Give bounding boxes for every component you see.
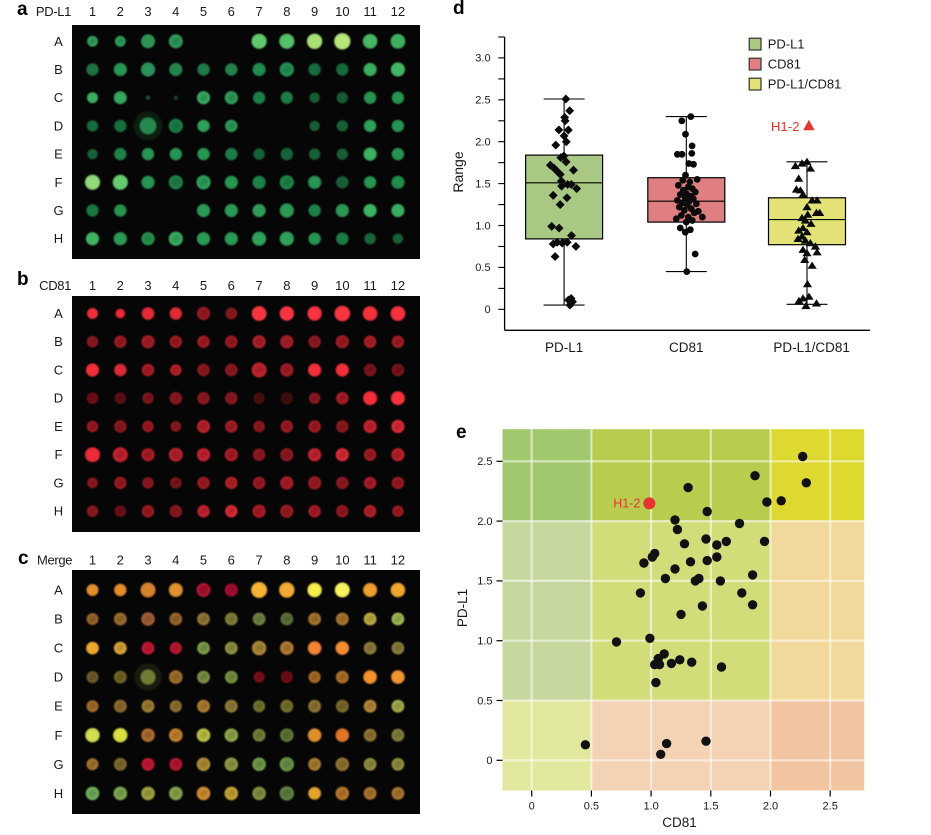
svg-text:5: 5 (200, 4, 207, 19)
svg-text:1.0: 1.0 (477, 636, 492, 648)
svg-text:6: 6 (228, 4, 235, 19)
svg-text:H1-2: H1-2 (771, 119, 800, 134)
svg-text:PD-L1: PD-L1 (455, 589, 470, 627)
svg-text:C: C (54, 90, 63, 105)
svg-text:PD-L1: PD-L1 (545, 340, 583, 355)
svg-text:3.0: 3.0 (475, 53, 490, 65)
svg-text:10: 10 (335, 553, 349, 568)
svg-text:3: 3 (144, 278, 151, 293)
svg-text:2.5: 2.5 (823, 801, 838, 813)
svg-text:H: H (54, 786, 63, 801)
svg-text:CD81: CD81 (39, 278, 71, 293)
svg-text:10: 10 (335, 278, 349, 293)
svg-text:9: 9 (311, 553, 318, 568)
svg-text:9: 9 (311, 4, 318, 19)
svg-text:0.5: 0.5 (477, 695, 492, 707)
svg-text:CD81: CD81 (768, 57, 801, 72)
svg-text:CD81: CD81 (662, 815, 697, 830)
svg-text:12: 12 (391, 4, 405, 19)
svg-text:11: 11 (363, 4, 377, 19)
svg-text:E: E (54, 699, 63, 714)
svg-text:12: 12 (391, 278, 405, 293)
svg-text:9: 9 (311, 278, 318, 293)
svg-text:2.0: 2.0 (763, 801, 778, 813)
svg-text:A: A (54, 34, 63, 49)
svg-text:6: 6 (228, 278, 235, 293)
svg-text:D: D (54, 391, 63, 406)
svg-text:E: E (54, 419, 63, 434)
svg-text:1.5: 1.5 (477, 576, 492, 588)
svg-text:7: 7 (255, 4, 262, 19)
svg-text:2.5: 2.5 (477, 456, 492, 468)
svg-text:11: 11 (363, 553, 377, 568)
svg-text:6: 6 (228, 553, 235, 568)
svg-text:0: 0 (529, 801, 535, 813)
svg-text:5: 5 (200, 553, 207, 568)
svg-text:12: 12 (391, 553, 405, 568)
svg-text:PD-L1/CD81: PD-L1/CD81 (773, 340, 850, 355)
svg-text:2.0: 2.0 (477, 516, 492, 528)
svg-text:B: B (54, 334, 63, 349)
svg-text:1.0: 1.0 (475, 220, 490, 232)
svg-text:1: 1 (89, 4, 96, 19)
svg-text:D: D (54, 670, 63, 685)
svg-text:1.5: 1.5 (475, 178, 490, 190)
svg-text:H1-2: H1-2 (613, 496, 640, 510)
svg-text:D: D (54, 118, 63, 133)
svg-text:G: G (53, 203, 63, 218)
svg-text:0: 0 (486, 755, 492, 767)
svg-text:0.5: 0.5 (475, 262, 490, 274)
svg-text:F: F (55, 175, 63, 190)
svg-text:2: 2 (117, 278, 124, 293)
svg-text:E: E (54, 147, 63, 162)
svg-text:B: B (54, 62, 63, 77)
svg-text:8: 8 (283, 278, 290, 293)
svg-text:0: 0 (484, 304, 490, 316)
svg-text:H: H (54, 504, 63, 519)
svg-text:H: H (54, 231, 63, 246)
svg-text:8: 8 (283, 4, 290, 19)
svg-text:C: C (54, 641, 63, 656)
svg-text:PD-L1/CD81: PD-L1/CD81 (768, 77, 842, 92)
svg-text:2: 2 (117, 4, 124, 19)
svg-text:4: 4 (172, 553, 179, 568)
svg-text:1: 1 (89, 278, 96, 293)
svg-text:F: F (55, 447, 63, 462)
svg-text:7: 7 (255, 278, 262, 293)
svg-text:8: 8 (283, 553, 290, 568)
svg-text:Merge: Merge (37, 553, 72, 568)
svg-text:F: F (55, 728, 63, 743)
svg-text:A: A (54, 583, 63, 598)
svg-text:4: 4 (172, 4, 179, 19)
svg-text:B: B (54, 612, 63, 627)
svg-text:3: 3 (144, 553, 151, 568)
svg-text:CD81: CD81 (669, 340, 704, 355)
svg-text:PD-L1: PD-L1 (36, 4, 71, 19)
svg-text:Range: Range (450, 151, 466, 192)
svg-text:2: 2 (117, 553, 124, 568)
svg-text:1.5: 1.5 (703, 801, 718, 813)
svg-text:7: 7 (255, 553, 262, 568)
svg-text:2.0: 2.0 (475, 137, 490, 149)
svg-text:4: 4 (172, 278, 179, 293)
svg-text:1.0: 1.0 (643, 801, 658, 813)
svg-text:A: A (54, 306, 63, 321)
svg-text:0.5: 0.5 (584, 801, 599, 813)
svg-text:PD-L1: PD-L1 (768, 37, 805, 52)
svg-text:G: G (53, 757, 63, 772)
svg-text:G: G (53, 475, 63, 490)
svg-text:5: 5 (200, 278, 207, 293)
svg-text:10: 10 (335, 4, 349, 19)
svg-text:3: 3 (144, 4, 151, 19)
svg-text:2.5: 2.5 (475, 95, 490, 107)
svg-text:11: 11 (363, 278, 377, 293)
svg-text:C: C (54, 362, 63, 377)
svg-text:1: 1 (89, 553, 96, 568)
